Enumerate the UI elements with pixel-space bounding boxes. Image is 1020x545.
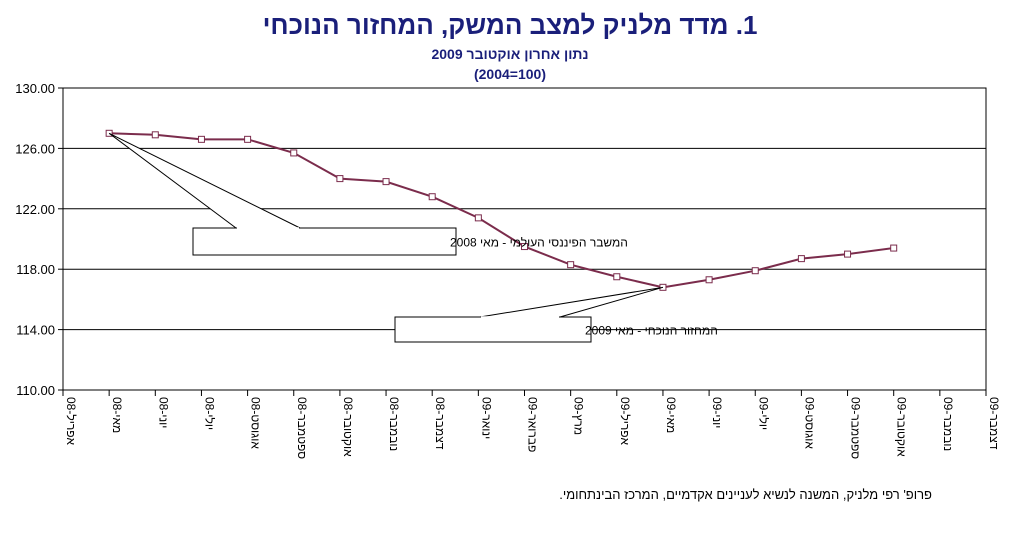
data-point <box>290 149 298 157</box>
data-point <box>751 267 759 275</box>
data-point <box>197 135 205 143</box>
x-tick-label: יולי-09 <box>756 397 770 430</box>
callout-box <box>394 316 592 343</box>
callout-label: המשבר הפיננסי העולמי - מאי 2008 <box>450 236 628 250</box>
series-line <box>109 132 894 289</box>
title-number: 1. <box>735 10 758 40</box>
chart-base-note: (2004=100) <box>473 66 546 82</box>
y-tick-label: 130.00 <box>15 81 55 96</box>
x-tick-label: ינואר-09 <box>479 397 493 439</box>
x-tick-label: מאי-09 <box>664 397 678 433</box>
data-point <box>336 175 344 183</box>
x-tick-label: אפריל-08 <box>64 397 78 446</box>
x-tick-label: יוני-08 <box>156 397 170 428</box>
x-tick-label: אוקטובר-09 <box>895 397 909 457</box>
y-tick-label: 118.00 <box>16 262 55 277</box>
data-point <box>567 261 575 269</box>
data-point <box>844 250 852 258</box>
footer-credit: פרופ' רפי מלניק, המשנה לנשיא לעניינים אק… <box>559 487 932 502</box>
data-point <box>521 243 528 251</box>
data-point <box>890 244 898 252</box>
callout-label: המחזור הנוכחי - מאי 2009 <box>585 324 718 338</box>
data-point <box>151 131 159 139</box>
x-tick-label: יוני-09 <box>710 397 724 428</box>
callout-pointer <box>479 286 664 318</box>
x-tick-label: יולי-08 <box>202 397 216 430</box>
x-tick-label: נובמבר-08 <box>387 397 401 451</box>
x-tick-label: אוגוסט-09 <box>802 397 816 449</box>
data-point <box>382 178 390 186</box>
data-point <box>244 135 252 143</box>
data-point <box>474 214 482 222</box>
x-tick-label: אוגוסט-08 <box>249 397 263 449</box>
y-tick-label: 110.00 <box>16 383 55 398</box>
x-tick-label: דצמבר-08 <box>433 397 447 450</box>
y-tick-label: 126.00 <box>15 141 55 156</box>
title-text: מדד מלניק למצב המשק, המחזור הנוכחי <box>262 10 729 40</box>
data-point <box>705 276 713 284</box>
x-tick-label: אפריל-09 <box>618 397 632 446</box>
x-tick-label: ספטמבר-08 <box>295 397 309 459</box>
x-tick-label: מאי-08 <box>110 397 124 433</box>
x-tick-label: דצמבר-09 <box>987 397 1001 450</box>
chart-title: 1. מדד מלניק למצב המשק, המחזור הנוכחי <box>0 10 1020 41</box>
y-tick-label: 122.00 <box>15 202 55 217</box>
data-point <box>613 273 621 281</box>
callout-box <box>192 227 457 256</box>
callout-pointer <box>108 132 301 229</box>
x-tick-label: פברואר-09 <box>526 397 540 452</box>
data-point <box>428 193 436 201</box>
data-point <box>797 255 805 263</box>
y-tick-label: 114.00 <box>16 323 55 338</box>
x-tick-label: ספטמבר-09 <box>849 397 863 459</box>
chart-subtitle: נתון אחרון אוקטובר 2009 <box>431 46 589 62</box>
x-tick-label: נובמבר-09 <box>941 397 955 451</box>
x-tick-label: אוקטובר-08 <box>341 397 355 457</box>
x-tick-label: מרץ-09 <box>572 397 586 435</box>
